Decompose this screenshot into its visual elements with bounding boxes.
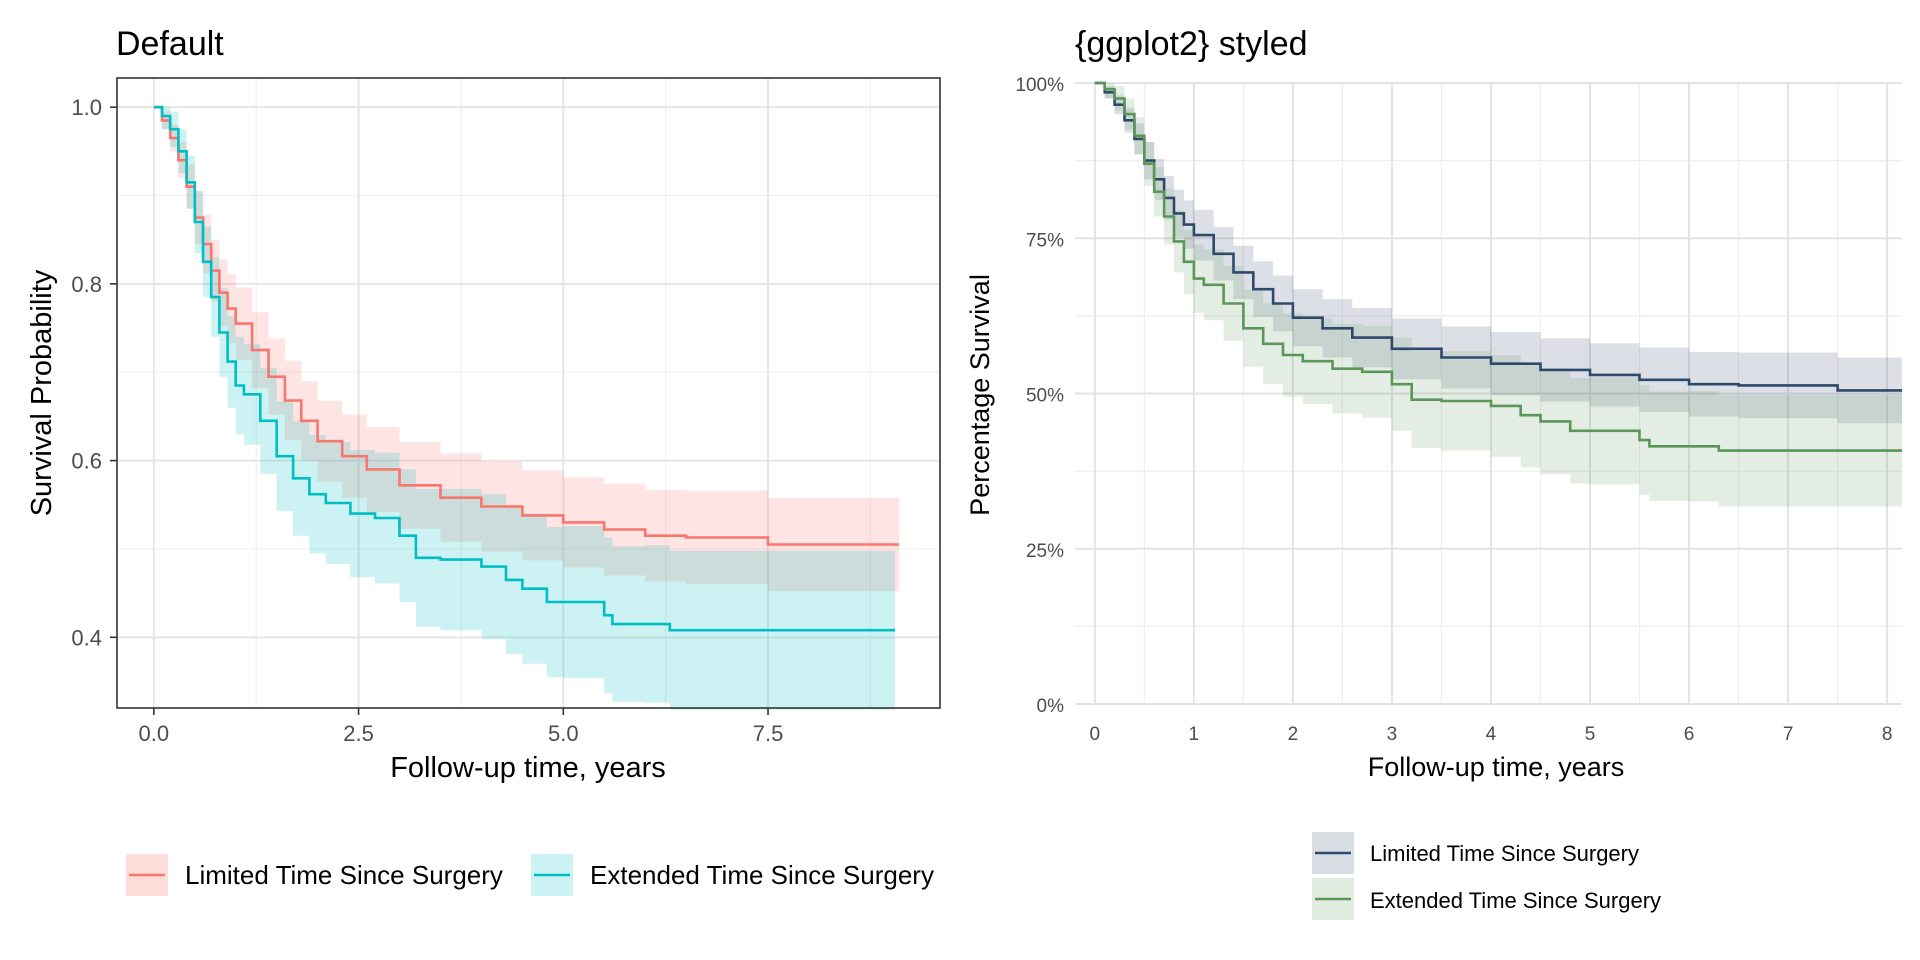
x-tick-label: 8: [1882, 724, 1893, 745]
styled-panel: {ggplot2} styled 0 1 2 3 4 5 6 7 8 0% 25% 50% 75% 10…: [965, 25, 1902, 920]
x-tick-label: 7.5: [753, 721, 784, 746]
x-tick-label: 1: [1189, 724, 1200, 745]
x-tick-label: 3: [1387, 724, 1398, 745]
default-panel-title: Default: [116, 25, 224, 63]
default-legend-item-limited: Limited Time Since Surgery: [126, 854, 503, 896]
y-tick-label: 50%: [1026, 386, 1064, 407]
confidence-band-limited: [1094, 83, 1902, 424]
y-tick-label: 100%: [1015, 75, 1064, 96]
default-legend-label-extended: Extended Time Since Surgery: [590, 860, 934, 890]
styled-survival-curves: [1094, 81, 1902, 452]
default-panel: Default 0.0 2.5 5.0 7.5 0.4 0.6 0.8 1.0 Follow…: [26, 25, 941, 896]
default-legend: Limited Time Since Surgery Extended Time…: [126, 854, 934, 896]
x-tick-label: 2.5: [343, 721, 374, 746]
default-y-axis-title: Survival Probability: [26, 269, 58, 516]
default-legend-label-limited: Limited Time Since Surgery: [185, 860, 503, 890]
styled-panel-title: {ggplot2} styled: [1075, 25, 1308, 63]
confidence-band-limited: [153, 107, 900, 592]
styled-legend-label-limited: Limited Time Since Surgery: [1370, 841, 1639, 866]
x-tick-label: 6: [1684, 724, 1695, 745]
y-tick-label: 0.8: [71, 272, 102, 297]
y-tick-label: 0.6: [71, 449, 102, 474]
x-tick-label: 5: [1585, 724, 1596, 745]
styled-confidence-bands: [1094, 83, 1902, 507]
styled-y-axis-title: Percentage Survival: [965, 274, 995, 516]
default-confidence-bands: [153, 107, 900, 710]
styled-legend-item-limited: Limited Time Since Surgery: [1312, 832, 1639, 874]
y-tick-label: 25%: [1026, 541, 1064, 562]
y-tick-label: 0.4: [71, 625, 102, 650]
styled-grid: [1075, 82, 1902, 705]
x-tick-label: 2: [1288, 724, 1299, 745]
x-tick-label: 4: [1486, 724, 1497, 745]
styled-y-axis-ticks: 0% 25% 50% 75% 100%: [1015, 75, 1064, 717]
y-tick-label: 1.0: [71, 95, 102, 120]
confidence-band-extended: [153, 107, 895, 710]
y-tick-label: 75%: [1026, 230, 1064, 251]
styled-legend-label-extended: Extended Time Since Surgery: [1370, 888, 1661, 913]
x-tick-label: 0.0: [139, 721, 170, 746]
survival-curve-extended: [153, 105, 895, 632]
default-x-axis-ticks: 0.0 2.5 5.0 7.5: [139, 708, 784, 746]
y-tick-label: 0%: [1037, 696, 1065, 717]
styled-x-axis-title: Follow-up time, years: [1368, 752, 1625, 782]
default-y-axis-ticks: 0.4 0.6 0.8 1.0: [71, 95, 117, 650]
styled-legend-item-extended: Extended Time Since Surgery: [1312, 878, 1661, 920]
x-tick-label: 5.0: [548, 721, 579, 746]
default-x-axis-title: Follow-up time, years: [390, 752, 666, 784]
styled-legend: Limited Time Since Surgery Extended Time…: [1312, 832, 1661, 920]
default-survival-curves: [153, 105, 900, 632]
default-plot-border: [116, 77, 941, 709]
styled-x-axis-ticks: 0 1 2 3 4 5 6 7 8: [1090, 724, 1893, 745]
confidence-band-extended: [1094, 83, 1902, 507]
survival-curve-extended: [1094, 81, 1902, 452]
x-tick-label: 0: [1090, 724, 1101, 745]
x-tick-label: 7: [1783, 724, 1794, 745]
default-legend-item-extended: Extended Time Since Surgery: [531, 854, 934, 896]
